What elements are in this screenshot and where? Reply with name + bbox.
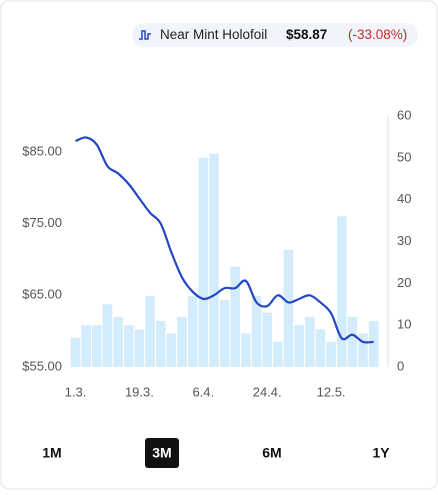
volume-bar: [134, 329, 145, 367]
x-tick-label: 1.3.: [65, 384, 87, 399]
y-tick-label: $55.00: [22, 358, 62, 373]
y-tick-label: $75.00: [22, 215, 62, 230]
volume-bar: [241, 333, 251, 367]
y2-tick-label: 0: [397, 358, 404, 373]
x-tick-label: 6.4.: [192, 384, 214, 399]
range-button[interactable]: 1Y: [372, 445, 390, 461]
range-button-bg[interactable]: [145, 438, 179, 468]
volume-bar: [336, 216, 347, 367]
volume-bar: [262, 312, 272, 367]
volume-bar: [92, 325, 102, 367]
legend-icon: [139, 30, 151, 40]
volume-bar: [70, 337, 81, 367]
y2-tick-label: 60: [397, 107, 411, 122]
volume-bar: [273, 341, 283, 367]
volume-bar: [145, 295, 155, 367]
volume-bar: [198, 157, 209, 367]
volume-bar: [123, 325, 134, 367]
volume-bar: [187, 295, 198, 367]
price-line: [75, 136, 374, 344]
range-button[interactable]: 1M: [42, 445, 61, 461]
x-tick-label: 24.4.: [253, 384, 282, 399]
legend-name: Near Mint Holofoil: [160, 27, 267, 42]
volume-bar: [305, 316, 315, 367]
volume-bar: [326, 341, 336, 367]
y-tick-label: $65.00: [22, 287, 62, 302]
volume-bar: [113, 316, 123, 367]
y2-tick-label: 30: [397, 233, 411, 248]
volume-bar: [230, 266, 241, 367]
volume-bar: [219, 300, 230, 367]
y2-tick-label: 10: [397, 317, 411, 332]
volume-bar: [294, 325, 304, 367]
x-tick-label: 12.5.: [317, 384, 346, 399]
legend-price: $58.87: [286, 27, 327, 42]
y-tick-label: $85.00: [22, 143, 62, 158]
volume-bar: [251, 295, 262, 367]
volume-bar: [315, 329, 326, 367]
y2-tick-label: 20: [397, 275, 411, 290]
volume-bar: [102, 304, 113, 367]
range-button[interactable]: 6M: [262, 445, 281, 461]
legend-change: (-33.08%): [348, 27, 407, 42]
volume-bar: [209, 153, 219, 367]
volume-bar: [177, 316, 187, 367]
volume-bar: [347, 316, 358, 367]
y2-tick-label: 40: [397, 191, 411, 206]
volume-bar: [155, 320, 166, 367]
volume-bar: [166, 333, 177, 367]
y2-tick-label: 50: [397, 149, 411, 164]
volume-bar: [358, 333, 368, 367]
range-button[interactable]: 3M: [152, 445, 171, 461]
volume-bar: [283, 249, 294, 367]
volume-bar: [368, 320, 379, 367]
x-tick-label: 19.3.: [125, 384, 154, 399]
legend-pill: [132, 23, 418, 47]
volume-bar: [81, 325, 91, 367]
